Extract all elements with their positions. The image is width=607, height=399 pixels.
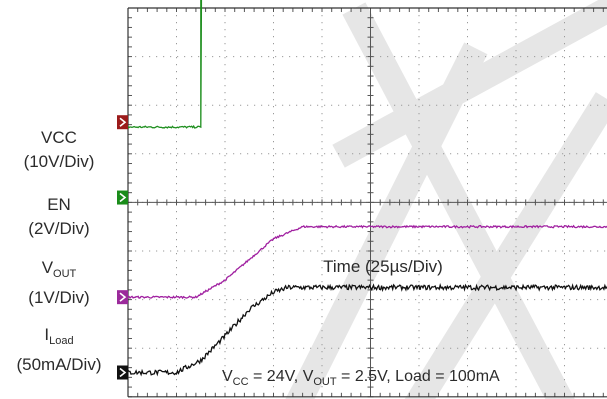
- marker-en: [117, 190, 128, 205]
- marker-chevron-icon: [119, 367, 127, 378]
- watermark-stroke-1: [342, 2, 575, 399]
- marker-i-load: [117, 365, 128, 380]
- marker-vcc: [117, 115, 128, 130]
- watermark-stroke-2: [404, 92, 607, 399]
- en-scale: (2V/Div): [28, 219, 90, 238]
- vcc-scale: (10V/Div): [23, 152, 95, 171]
- iload-name: ILoad: [44, 325, 74, 347]
- marker-chevron-icon: [119, 117, 127, 127]
- series-i-load-trace: [127, 282, 607, 377]
- watermark-stroke-0: [285, 42, 488, 399]
- marker-v-out: [117, 290, 128, 305]
- series-v-out-trace: [127, 224, 607, 300]
- x-axis-label: Time (25µs/Div): [323, 257, 443, 276]
- conditions-annotation: VCC = 24V, VOUT = 2.5V, Load = 100mA: [222, 368, 500, 388]
- iload-label: ILoad (50mA/Div): [0, 325, 118, 375]
- vout-name: VOUT: [41, 258, 77, 280]
- iload-scale: (50mA/Div): [16, 355, 102, 374]
- chart-grid: [127, 7, 607, 398]
- watermark-logo: [285, 0, 607, 399]
- marker-chevron-icon: [119, 192, 127, 203]
- chart-traces: [127, 0, 607, 377]
- en-label: EN (2V/Div): [0, 195, 118, 239]
- watermark-stroke-3: [332, 0, 607, 168]
- vcc-name: VCC: [41, 128, 77, 147]
- channel-markers: [117, 115, 128, 380]
- vout-label: VOUT (1V/Div): [0, 258, 118, 308]
- en-name: EN: [47, 195, 71, 214]
- marker-chevron-icon: [119, 292, 127, 302]
- vout-scale: (1V/Div): [28, 288, 90, 307]
- vcc-label: VCC (10V/Div): [0, 128, 118, 172]
